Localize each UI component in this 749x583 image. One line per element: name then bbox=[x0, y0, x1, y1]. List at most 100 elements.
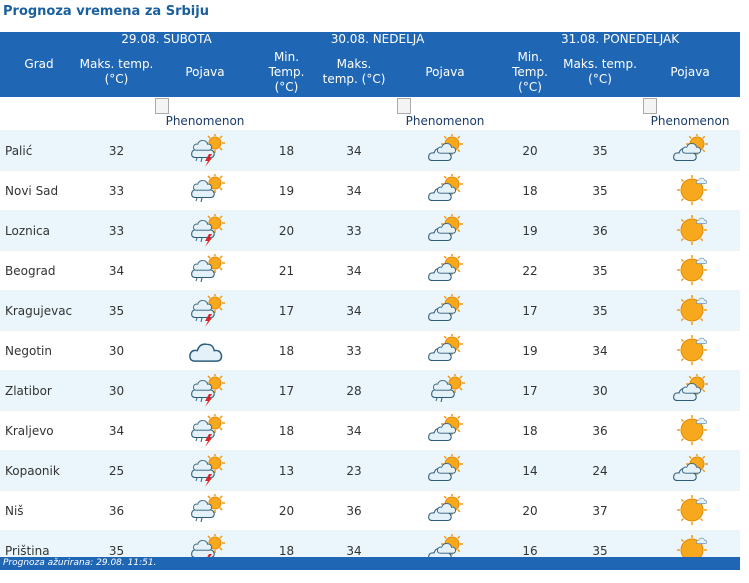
broken-image bbox=[155, 98, 169, 114]
image-cell: Phenomenon bbox=[390, 97, 500, 131]
temperature-cell: 34 bbox=[78, 410, 155, 451]
column-header: Pojava bbox=[390, 47, 501, 97]
icon-cell bbox=[640, 330, 741, 371]
temperature-cell: 35 bbox=[560, 130, 641, 171]
temperature-cell: 20 bbox=[255, 210, 318, 251]
weather-icon bbox=[191, 373, 225, 407]
image-cell bbox=[560, 97, 640, 131]
icon-cell bbox=[640, 130, 741, 171]
icon-cell bbox=[390, 250, 501, 291]
icon-cell bbox=[640, 370, 741, 411]
weather-icon bbox=[191, 173, 225, 202]
weather-icon bbox=[428, 293, 464, 321]
icon-cell bbox=[390, 410, 501, 451]
weather-icon bbox=[677, 494, 708, 525]
temperature-cell: 35 bbox=[560, 250, 641, 291]
temperature-cell: 36 bbox=[560, 410, 641, 451]
icon-cell bbox=[390, 450, 501, 491]
weather-icon bbox=[677, 334, 708, 365]
icon-cell bbox=[390, 330, 501, 371]
city-cell: Novi Sad bbox=[0, 170, 78, 211]
header-cell: Grad bbox=[0, 32, 78, 97]
weather-icon bbox=[191, 213, 225, 247]
temperature-cell: 34 bbox=[318, 250, 390, 291]
weather-icon bbox=[191, 493, 225, 522]
weather-icon bbox=[677, 174, 708, 205]
image-cell bbox=[318, 97, 390, 131]
temperature-cell: 25 bbox=[78, 450, 155, 491]
temperature-cell: 34 bbox=[560, 330, 641, 371]
image-cell bbox=[78, 97, 155, 131]
temperature-cell: 36 bbox=[78, 490, 155, 531]
table-row: Negotin 30 18 33 19 34 bbox=[0, 330, 741, 371]
icon-cell bbox=[155, 370, 255, 411]
temperature-cell: 36 bbox=[318, 490, 390, 531]
weather-icon bbox=[677, 534, 708, 565]
icon-cell bbox=[640, 170, 741, 211]
weather-icon bbox=[673, 453, 709, 481]
icon-cell bbox=[640, 290, 741, 331]
icon-cell bbox=[155, 290, 255, 331]
temperature-cell: 33 bbox=[78, 170, 155, 211]
icon-cell bbox=[390, 290, 501, 331]
temperature-cell: 35 bbox=[560, 290, 641, 331]
page-title: Prognoza vremena za Srbiju bbox=[3, 4, 209, 19]
temperature-cell: 18 bbox=[500, 410, 561, 451]
temperature-cell: 23 bbox=[318, 450, 390, 491]
footer: Prognoza ažurirana: 29.08. 11:51. bbox=[0, 557, 740, 570]
temperature-cell: 28 bbox=[318, 370, 390, 411]
weather-icon bbox=[677, 414, 708, 445]
table-row: Zlatibor 30 17 28 17 30 bbox=[0, 370, 741, 411]
temperature-cell: 18 bbox=[255, 410, 318, 451]
image-alt: Phenomenon bbox=[405, 114, 485, 128]
icon-cell bbox=[390, 130, 501, 171]
temperature-cell: 20 bbox=[500, 490, 561, 531]
weather-icon bbox=[677, 214, 708, 245]
city-cell: Beograd bbox=[0, 250, 78, 291]
city-cell: Kraljevo bbox=[0, 410, 78, 451]
image-alt: Phenomenon bbox=[650, 114, 730, 128]
day-header: 31.08. PONEDELJAK bbox=[500, 32, 741, 47]
icon-cell bbox=[155, 490, 255, 531]
temperature-cell: 24 bbox=[560, 450, 641, 491]
temperature-cell: 37 bbox=[560, 490, 641, 531]
temperature-cell: 19 bbox=[255, 170, 318, 211]
weather-icon bbox=[428, 173, 464, 201]
icon-cell bbox=[390, 210, 501, 251]
image-cell bbox=[0, 97, 78, 131]
weather-icon bbox=[673, 133, 709, 161]
image-cell: Phenomenon bbox=[640, 97, 740, 131]
broken-image bbox=[643, 98, 658, 114]
weather-icon bbox=[191, 413, 225, 447]
temperature-cell: 32 bbox=[78, 130, 155, 171]
table-row: Beograd 34 21 34 22 35 bbox=[0, 250, 741, 291]
weather-icon bbox=[428, 133, 464, 161]
temperature-cell: 14 bbox=[500, 450, 561, 491]
temperature-cell: 30 bbox=[78, 370, 155, 411]
temperature-cell: 17 bbox=[255, 370, 318, 411]
weather-icon bbox=[428, 213, 464, 241]
table-row: Palić 32 18 34 20 35 bbox=[0, 130, 741, 171]
day-header: 29.08. SUBOTA bbox=[78, 32, 255, 47]
column-header: Min. Temp. (°C) bbox=[255, 47, 318, 97]
weather-icon bbox=[677, 294, 708, 325]
image-cell bbox=[500, 97, 560, 131]
temperature-cell: 33 bbox=[318, 330, 390, 371]
icon-cell bbox=[155, 410, 255, 451]
temperature-cell: 17 bbox=[500, 370, 561, 411]
city-cell: Palić bbox=[0, 130, 78, 171]
broken-image bbox=[397, 98, 411, 114]
table-row: Kraljevo 34 18 34 18 36 bbox=[0, 410, 741, 451]
city-cell: Niš bbox=[0, 490, 78, 531]
temperature-cell: 36 bbox=[560, 210, 641, 251]
weather-icon bbox=[189, 342, 223, 362]
icon-cell bbox=[155, 130, 255, 171]
temperature-cell: 34 bbox=[78, 250, 155, 291]
column-header: Maks. temp. (°C) bbox=[318, 47, 390, 97]
icon-cell bbox=[390, 170, 501, 211]
icon-cell bbox=[155, 250, 255, 291]
temperature-cell: 30 bbox=[78, 330, 155, 371]
weather-icon bbox=[191, 453, 225, 487]
temperature-cell: 17 bbox=[255, 290, 318, 331]
